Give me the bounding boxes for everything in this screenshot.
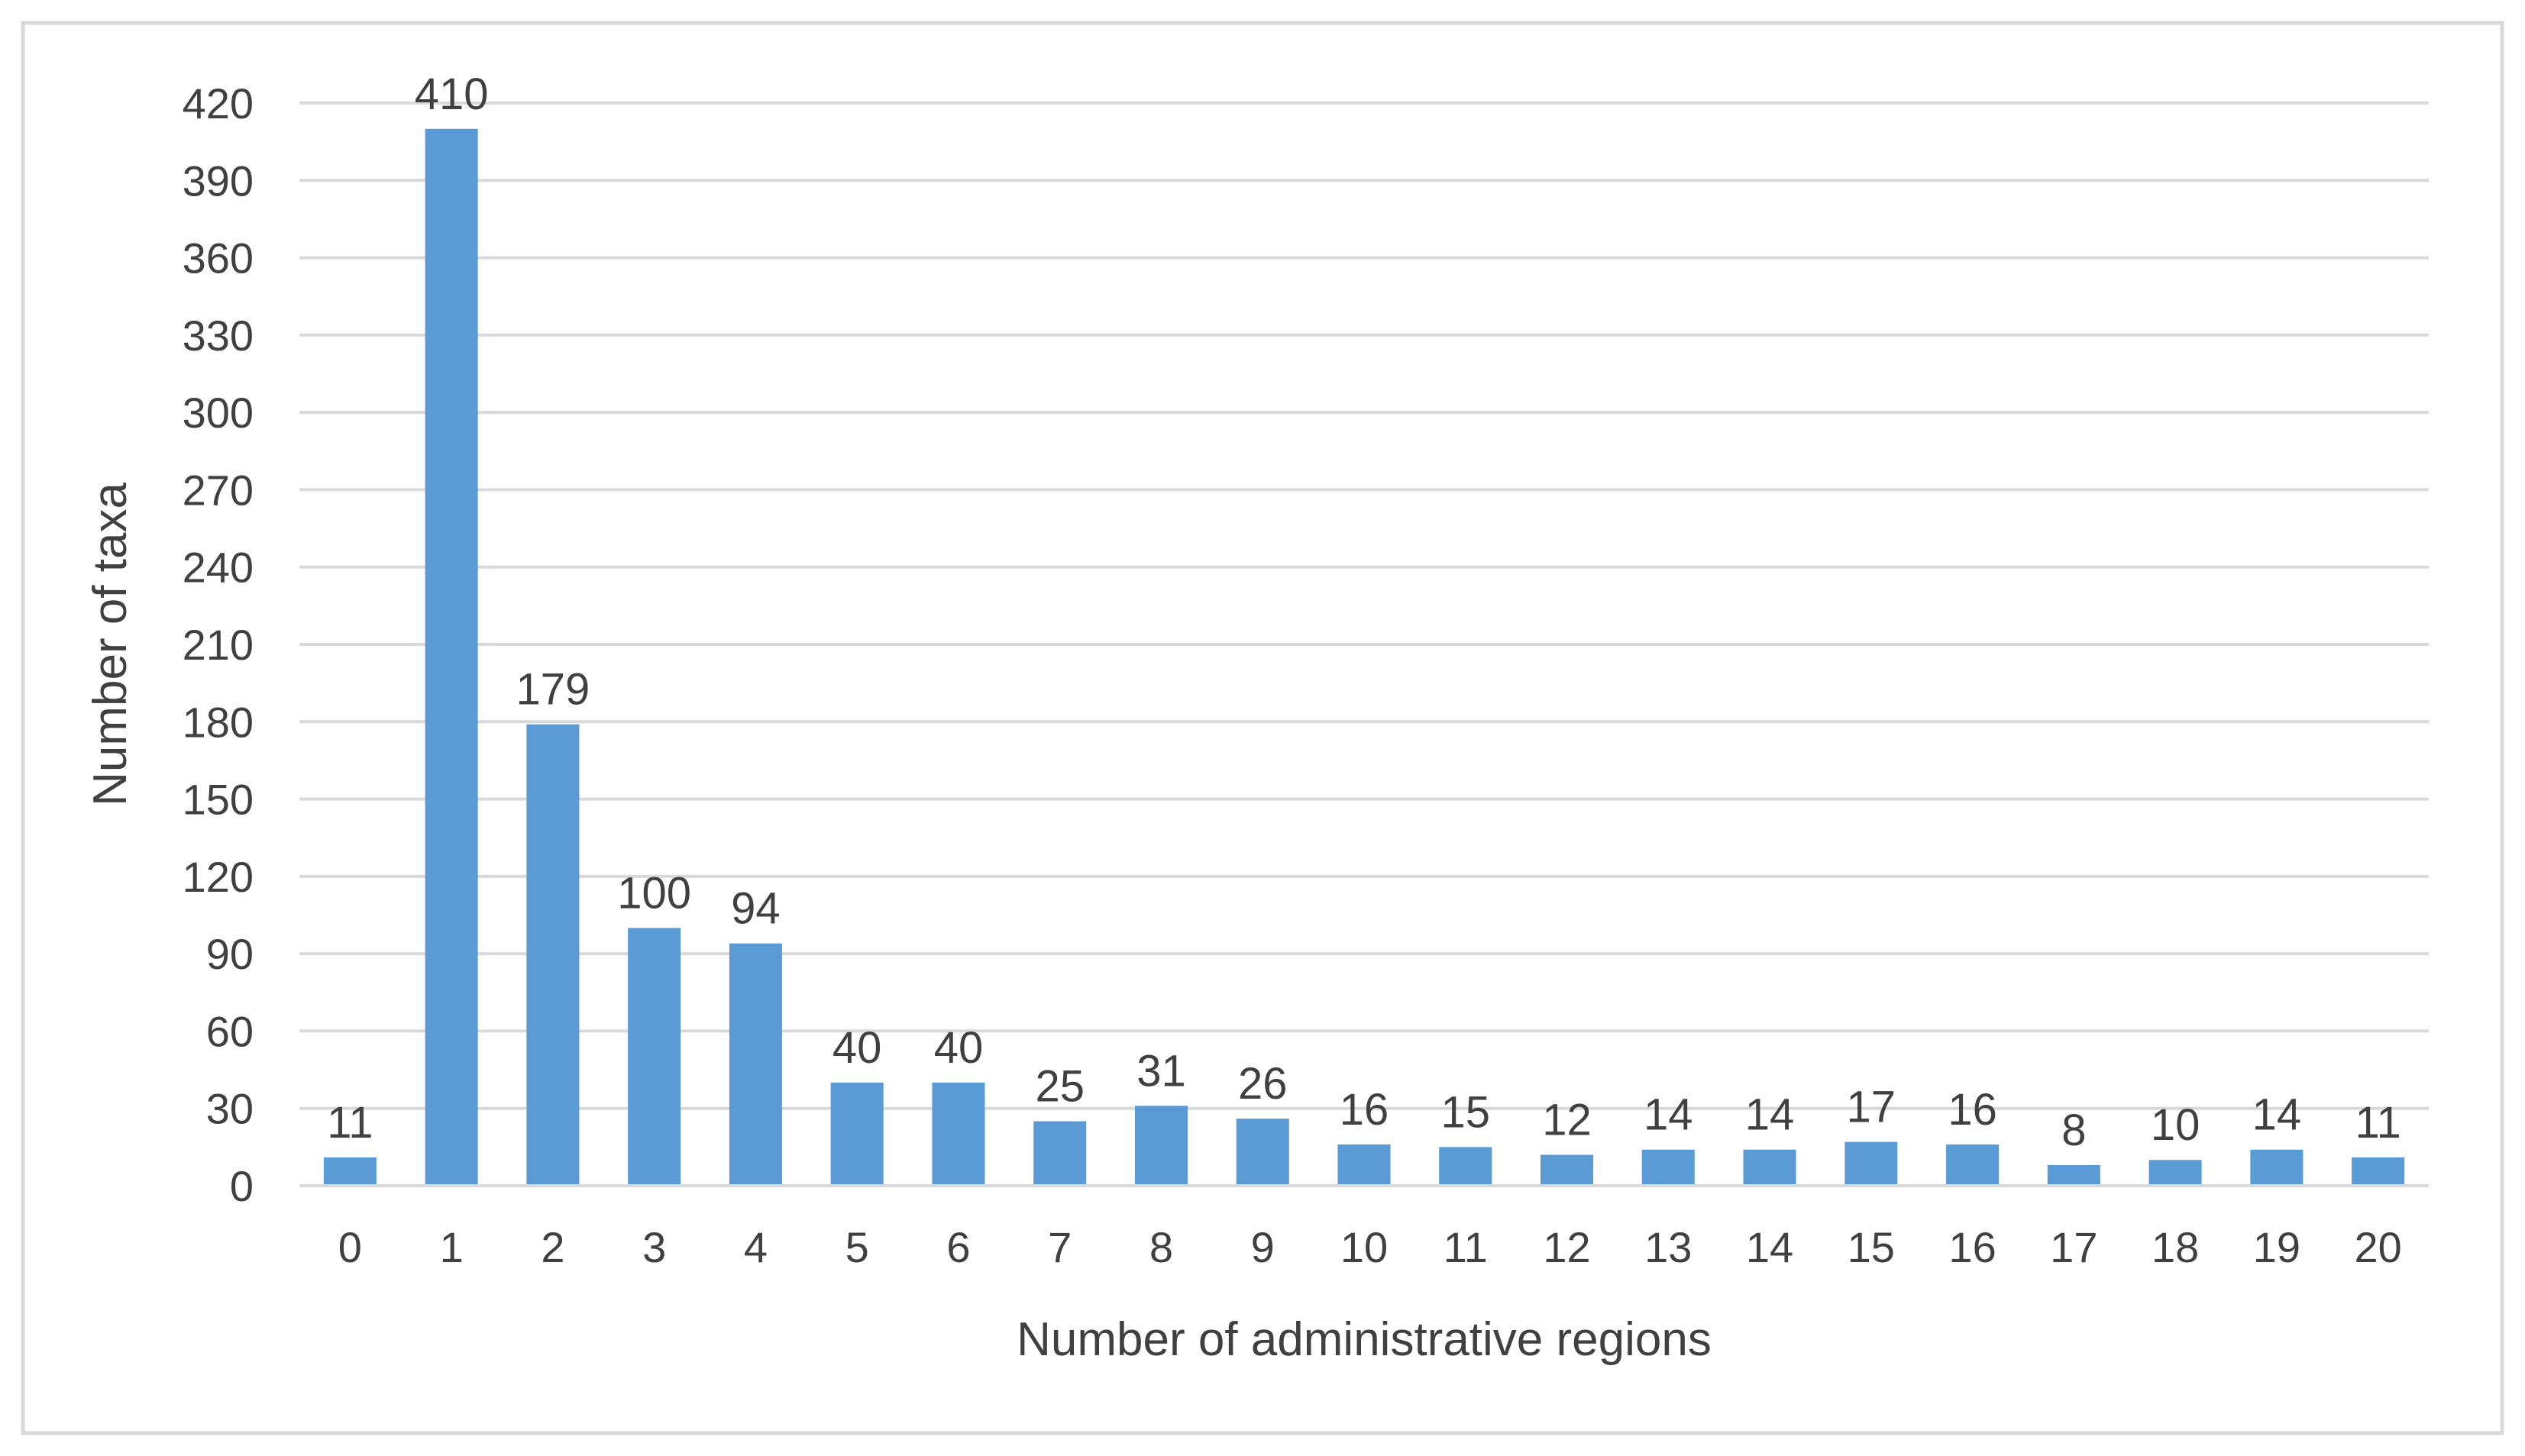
data-label-5: 40 [833,1023,882,1073]
bar-18 [2148,1160,2202,1186]
y-tick-label: 0 [230,1162,254,1210]
y-tick-label: 120 [183,853,254,901]
data-label-9: 26 [1238,1059,1288,1109]
gridlines [299,102,2429,1110]
data-label-14: 14 [1745,1090,1795,1140]
bar-4 [729,943,782,1186]
data-labels: 11 410 179 100 94 40 40 25 31 26 16 15 12 14 14 17 16 8 10… [327,69,2401,1155]
bar-7 [1033,1121,1087,1186]
y-axis-ticks: 0 30 60 90 120 150 180 210 240 270 300 330 360 390 420 [183,79,254,1210]
x-tick-label: 1 [440,1223,464,1271]
x-tick-label: 12 [1543,1223,1590,1271]
bar-16 [1946,1144,2000,1186]
bar-17 [2047,1164,2100,1186]
y-tick-label: 300 [183,389,254,437]
x-tick-label: 17 [2050,1223,2097,1271]
data-label-10: 16 [1340,1085,1389,1135]
data-label-6: 40 [934,1023,984,1073]
y-tick-label: 420 [183,79,254,128]
x-axis-ticks: 0 1 2 3 4 5 6 7 8 9 10 11 12 13 14 15 16 17 18 19 20 [338,1223,2402,1271]
data-label-8: 31 [1136,1046,1186,1096]
bar-1 [425,128,478,1186]
bar-14 [1743,1149,1796,1186]
x-tick-label: 15 [1848,1223,1895,1271]
data-label-4: 94 [731,884,781,934]
y-tick-label: 180 [183,698,254,746]
bars [323,128,2405,1186]
y-tick-label: 60 [206,1007,254,1055]
bar-13 [1641,1149,1695,1186]
x-axis-title: Number of administrative regions [1017,1313,1712,1366]
y-tick-label: 360 [183,234,254,282]
data-label-3: 100 [617,868,691,918]
data-label-1: 410 [415,69,489,119]
data-label-7: 25 [1035,1062,1085,1112]
x-tick-label: 20 [2354,1223,2401,1271]
data-label-13: 14 [1644,1090,1693,1140]
data-label-17: 8 [2061,1106,2086,1155]
bar-19 [2250,1149,2304,1186]
x-tick-label: 2 [541,1223,564,1271]
data-label-2: 179 [516,665,590,715]
bar-20 [2352,1157,2405,1186]
x-tick-label: 8 [1149,1223,1173,1271]
bar-8 [1134,1106,1188,1186]
data-label-12: 12 [1542,1095,1592,1144]
bar-11 [1439,1147,1492,1186]
data-label-11: 15 [1441,1087,1491,1137]
data-label-18: 10 [2151,1100,2200,1150]
y-tick-label: 90 [206,930,254,978]
data-label-20: 11 [2355,1098,2401,1148]
y-tick-label: 210 [183,621,254,669]
y-tick-label: 390 [183,157,254,205]
data-label-16: 16 [1948,1085,1997,1135]
bar-2 [526,724,580,1186]
x-tick-label: 18 [2152,1223,2199,1271]
y-tick-label: 30 [206,1085,254,1133]
bar-0 [323,1157,377,1186]
bar-15 [1844,1141,1898,1186]
y-axis-title: Number of taxa [84,483,137,806]
x-tick-label: 16 [1948,1223,1996,1271]
x-tick-label: 19 [2253,1223,2300,1271]
bar-5 [830,1082,884,1186]
x-tick-label: 14 [1746,1223,1793,1271]
x-tick-label: 6 [946,1223,970,1271]
x-tick-label: 10 [1340,1223,1388,1271]
data-label-15: 17 [1847,1083,1896,1132]
x-tick-label: 3 [642,1223,666,1271]
y-tick-label: 150 [183,776,254,824]
bar-9 [1236,1119,1289,1186]
x-tick-label: 4 [744,1223,768,1271]
bar-3 [628,928,681,1186]
bar-12 [1541,1154,1594,1186]
x-tick-label: 13 [1644,1223,1692,1271]
x-tick-label: 5 [845,1223,869,1271]
chart-border [21,21,2504,1435]
y-tick-label: 240 [183,544,254,592]
data-label-0: 11 [327,1098,373,1148]
x-tick-label: 7 [1048,1223,1072,1271]
x-tick-label: 9 [1251,1223,1275,1271]
y-tick-label: 330 [183,312,254,360]
bar-10 [1337,1144,1391,1186]
data-label-19: 14 [2252,1090,2302,1140]
x-tick-label: 11 [1444,1223,1488,1271]
x-tick-label: 0 [338,1223,362,1271]
y-tick-label: 270 [183,466,254,514]
bar-6 [932,1082,985,1186]
